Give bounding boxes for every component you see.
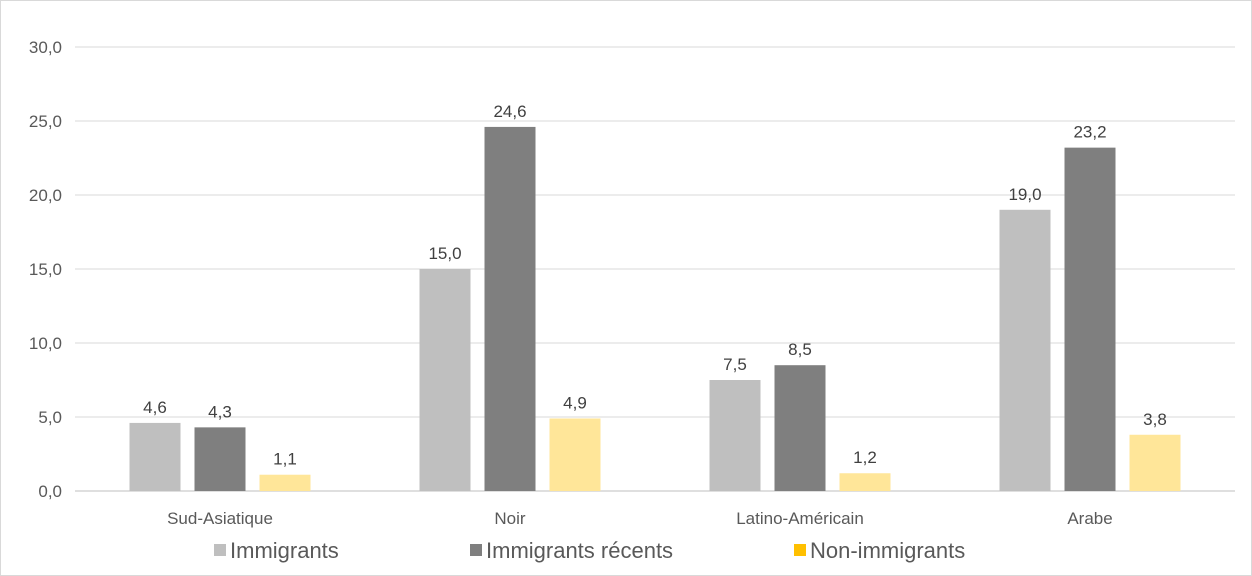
bar [259, 474, 311, 491]
data-label: 4,9 [563, 393, 587, 412]
bar [549, 418, 601, 491]
bar [999, 209, 1051, 492]
x-category-label: Arabe [1067, 509, 1112, 528]
y-tick-label: 10,0 [29, 334, 62, 353]
legend-label: Immigrants récents [486, 538, 673, 563]
legend-swatch [470, 544, 482, 556]
bar [839, 473, 891, 491]
bar [419, 269, 471, 491]
data-label: 19,0 [1008, 185, 1041, 204]
legend-swatch [214, 544, 226, 556]
gridlines [75, 46, 1235, 492]
data-label: 7,5 [723, 355, 747, 374]
data-label: 24,6 [493, 102, 526, 121]
y-tick-label: 0,0 [38, 482, 62, 501]
data-label: 3,8 [1143, 410, 1167, 429]
data-label: 23,2 [1073, 123, 1106, 142]
y-tick-label: 25,0 [29, 112, 62, 131]
y-tick-label: 30,0 [29, 38, 62, 57]
data-label: 8,5 [788, 340, 812, 359]
data-labels: 4,6 4,3 1,1 15,0 24,6 4,9 7,5 8,5 1,2 19,0 23,2 3,8 [143, 102, 1167, 469]
bar [774, 365, 826, 491]
data-label: 1,1 [273, 450, 297, 469]
y-tick-label: 15,0 [29, 260, 62, 279]
x-axis-categories: Sud-Asiatique Noir Latino-Américain Arabe [167, 509, 1113, 528]
data-label: 15,0 [428, 244, 461, 263]
bar [194, 427, 246, 491]
bar [1129, 434, 1181, 491]
y-tick-label: 5,0 [38, 408, 62, 427]
bar [1064, 147, 1116, 491]
legend-label: Immigrants [230, 538, 339, 563]
data-label: 1,2 [853, 448, 877, 467]
bar [484, 126, 536, 492]
data-label: 4,3 [208, 402, 232, 421]
data-label: 4,6 [143, 398, 167, 417]
x-category-label: Noir [494, 509, 526, 528]
y-axis-ticks: 0,0 5,0 10,0 15,0 20,0 25,0 30,0 [29, 38, 62, 501]
bar [129, 422, 181, 491]
x-category-label: Sud-Asiatique [167, 509, 273, 528]
bars [129, 126, 1181, 492]
legend-swatch [794, 544, 806, 556]
x-category-label: Latino-Américain [736, 509, 864, 528]
legend: Immigrants Immigrants récents Non-immigran… [214, 538, 965, 563]
legend-label: Non-immigrants [810, 538, 965, 563]
y-tick-label: 20,0 [29, 186, 62, 205]
bar [709, 380, 761, 491]
